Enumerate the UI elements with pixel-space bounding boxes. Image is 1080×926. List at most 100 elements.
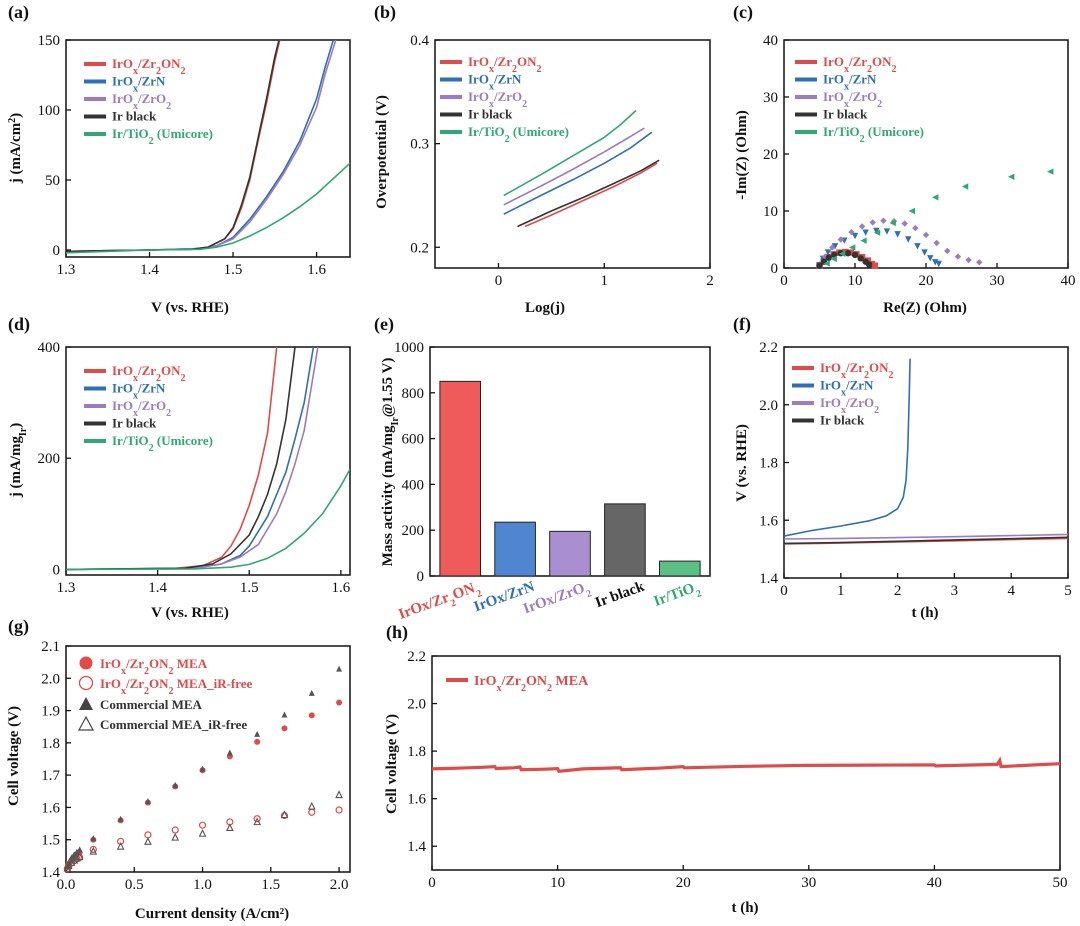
legend-text-part: x [489, 64, 494, 75]
legend-h-label: IrOx/Zr2ON2 MEA [474, 674, 589, 694]
x-tick-label: 10 [848, 273, 863, 289]
y-tick-label: 0 [417, 569, 425, 585]
y-tick-label: 1.4 [407, 839, 426, 855]
y-tick-label: 200 [38, 451, 61, 467]
marker-square [871, 262, 879, 269]
panel-g-xlabel: Current density (A/cm²) [135, 906, 289, 922]
bar-4 [658, 560, 701, 577]
x-tick-label: 4 [1007, 583, 1015, 599]
series-line-ir-black [517, 159, 660, 228]
legend-irox_zr2on2-label: IrOx/Zr2ON2 [823, 54, 897, 75]
legend-text-part: IrO [112, 381, 133, 396]
legend-text-part: IrO [468, 72, 489, 87]
panel-h: (h) 0 10 20 30 40 50 1.4 1.6 1.8 2.0 2.2 t (h) Cel… [384, 622, 1068, 916]
x-tick-label: 0 [780, 273, 788, 289]
marker-diamond [912, 224, 919, 232]
panel-b-ylabel: Overpotential (V) [374, 95, 390, 209]
legend-text-part: Ir/TiO [112, 126, 149, 141]
legend-text-part: IrO [820, 360, 841, 375]
bar-3 [604, 503, 646, 577]
legend-text-part: ON [161, 363, 181, 378]
legend-text-part: x [844, 99, 849, 110]
marker-triangle-left [823, 260, 830, 267]
legend-ir_black-label: Ir black [468, 107, 513, 122]
marker-open-triangle [67, 858, 76, 866]
marker-circle [844, 249, 852, 257]
marker-circle [857, 255, 864, 262]
legend-text-part: IrO [820, 378, 841, 393]
legend-text-part: IrO [112, 398, 133, 413]
legend-irox_zrn-label: IrOx/ZrN [823, 72, 877, 93]
legend-text-part: /ZrN [137, 74, 166, 89]
marker-filled-triangle [172, 781, 179, 788]
y-tick-label: 2.2 [759, 340, 778, 356]
marker-open-triangle [198, 829, 207, 837]
y-tick-label: 10 [763, 204, 778, 220]
bar-label-part: 2 [475, 588, 483, 600]
legend-text-part: /Zr [137, 56, 156, 71]
marker-triangle-left [860, 237, 867, 244]
y-tick-label: 150 [38, 33, 61, 49]
legend-text-part: ON [517, 54, 537, 69]
legend-text-part: IrO [823, 89, 844, 104]
legend-text-part: IrO [112, 363, 133, 378]
plot-d: 1.3 1.4 1.5 1.6 0 200 400 [38, 340, 351, 596]
legend-text-part: x [121, 686, 126, 697]
series-line-irox-zrn [66, 347, 315, 571]
bar-label-part: IrOx/Zr [397, 590, 452, 623]
legend-text-part: /ZrO [493, 89, 522, 104]
marker-triangle-down [932, 259, 939, 266]
x-tick-label: 0.0 [57, 877, 76, 893]
marker-triangle-left [848, 244, 856, 251]
legend-text-part: x [489, 81, 494, 92]
legend-text-part: 2 [864, 370, 869, 381]
y-tick-label: 1.8 [759, 456, 778, 472]
y-tick-label: 800 [402, 386, 425, 402]
legend-irox_zro2-label: IrOx/ZrO2 [112, 398, 171, 419]
marker-filled-triangle [76, 846, 83, 853]
series-line-irox-zro2 [66, 40, 337, 253]
legend-ir_tio2-label: Ir/TiO2 (Umicore) [112, 433, 213, 454]
legend-ir_tio2-label: Ir/TiO2 (Umicore) [823, 124, 924, 145]
legend-g-marker-2 [79, 697, 93, 710]
marker-open-triangle [144, 837, 152, 845]
series-line-irox-zro2 [784, 533, 1068, 540]
y-tick-label: 1.6 [759, 513, 778, 529]
x-tick-label: 0.5 [125, 877, 144, 893]
plot-c: 0 10 20 30 40 0 10 20 30 40 [763, 33, 1076, 289]
series-line-h [431, 756, 1061, 774]
plot-frame [65, 39, 351, 258]
legend-text-part: IrO [823, 54, 844, 69]
marker-open-circle [144, 831, 152, 839]
legend-text-part: Ir/TiO [823, 124, 860, 139]
marker-open-circle [89, 845, 97, 854]
marker-filled-triangle [226, 749, 233, 756]
marker-filled-circle [308, 712, 315, 719]
legend-text-part: 2 [144, 686, 149, 697]
y-tick-label: 2.1 [41, 639, 60, 655]
y-tick-label: 20 [763, 147, 778, 163]
legend-text-part: IrO [468, 89, 489, 104]
legend-text-part: x [133, 373, 138, 384]
legend-text-part: ON [149, 656, 169, 671]
marker-triangle-down [824, 249, 832, 256]
plot-e: 02004006008001000IrOx/Zr2ON2IrOx/ZrNIrOx… [394, 340, 711, 623]
panel-d-label: (d) [8, 314, 30, 335]
legend-text-part: /ZrO [848, 89, 877, 104]
panel-g: (g) 0.0 0.5 1.0 1.5 2.0 1.4 1.5 1.6 1.7 1.8 1.9 2.0… [6, 616, 351, 922]
legend-text-part: 2 [892, 64, 897, 75]
series-line-ir-black [66, 40, 280, 253]
plot-f: 0 1 2 3 4 5 1.4 1.6 1.8 2.0 2.2 [759, 340, 1072, 599]
marker-diamond [944, 247, 951, 255]
marker-filled-triangle [254, 730, 261, 737]
legend-text-part: 2 [521, 683, 526, 694]
legend-irox_zr2on2-label: IrOx/Zr2ON2 [820, 360, 894, 381]
legend-text-part: /Zr [845, 360, 864, 375]
y-tick-label: 40 [763, 33, 778, 49]
y-tick-label: 0 [53, 562, 61, 578]
legend-text-part: 2 [889, 370, 894, 381]
marker-triangle-left [1047, 168, 1054, 175]
x-tick-label: 20 [676, 875, 691, 891]
panel-b-label: (b) [374, 2, 396, 23]
